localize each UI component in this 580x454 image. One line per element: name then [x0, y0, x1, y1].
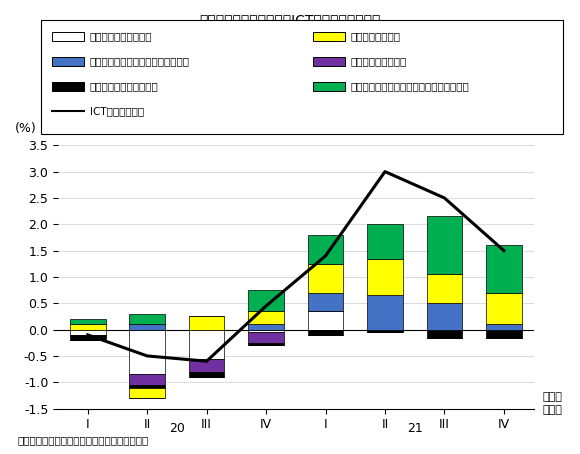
Bar [70, 330, 106, 335]
Bar [248, 332, 284, 343]
Text: 20: 20 [169, 422, 185, 435]
Bar [248, 330, 284, 332]
Bar [426, 217, 462, 274]
Text: （出所）経済産業省「鉱工業指数」より作成。: （出所）経済産業省「鉱工業指数」より作成。 [17, 435, 148, 445]
Bar [129, 324, 165, 330]
Text: 電子部品・回路・デバイス・寄与度: 電子部品・回路・デバイス・寄与度 [90, 56, 190, 66]
Bar [307, 293, 343, 311]
Bar [129, 375, 165, 385]
Bar [129, 388, 165, 398]
Bar [307, 330, 343, 335]
Bar [248, 343, 284, 345]
Text: 21: 21 [407, 422, 423, 435]
Bar [486, 324, 521, 330]
Bar [367, 224, 403, 258]
Bar [426, 303, 462, 330]
Text: 集積回路・寄与度: 集積回路・寄与度 [351, 31, 401, 41]
Bar [70, 324, 106, 330]
Bar [426, 330, 462, 337]
Bar [307, 311, 343, 330]
Text: (%): (%) [15, 122, 37, 135]
Bar [188, 359, 224, 372]
Text: 民生用電子機械・寄与度: 民生用電子機械・寄与度 [90, 81, 159, 91]
Bar [426, 274, 462, 303]
Bar [129, 330, 165, 375]
Bar [367, 330, 403, 332]
Bar [367, 296, 403, 330]
Bar [307, 235, 343, 264]
Bar [129, 314, 165, 324]
Text: 半導体・フラットパネル製造装置・寄与度: 半導体・フラットパネル製造装置・寄与度 [351, 81, 470, 91]
Text: その他の品目・寄与度: その他の品目・寄与度 [90, 31, 153, 41]
Text: 鉱工業生産指数に占めるICT関連品目の寄与度: 鉱工業生産指数に占めるICT関連品目の寄与度 [200, 14, 380, 28]
Bar [486, 330, 521, 337]
Bar [248, 290, 284, 311]
Bar [188, 330, 224, 359]
Bar [248, 311, 284, 324]
Bar [486, 245, 521, 293]
Text: ICT関連・寄与度: ICT関連・寄与度 [90, 106, 144, 116]
Text: （期）: （期） [542, 392, 562, 402]
Bar [129, 385, 165, 388]
Bar [248, 324, 284, 330]
Bar [188, 372, 224, 377]
Bar [307, 264, 343, 293]
Bar [367, 258, 403, 296]
Bar [70, 335, 106, 340]
Text: （年）: （年） [542, 405, 562, 415]
Bar [70, 319, 106, 324]
Bar [188, 316, 224, 330]
Text: 電子計算機・寄与度: 電子計算機・寄与度 [351, 56, 407, 66]
Bar [486, 293, 521, 324]
